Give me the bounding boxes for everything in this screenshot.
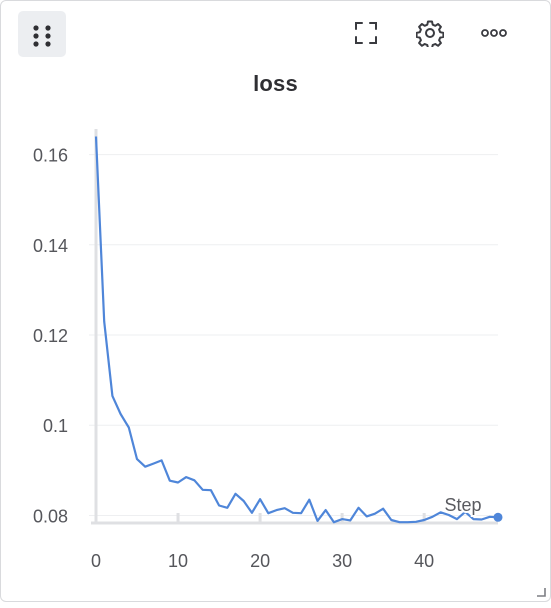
y-tick-label: 0.08 [33, 506, 68, 526]
grid-lines [89, 154, 498, 516]
x-tick-label: 40 [414, 551, 434, 571]
drag-handle[interactable] [18, 11, 66, 57]
more-options-icon [481, 29, 507, 37]
x-tick-label: 30 [332, 551, 352, 571]
gear-icon [416, 20, 444, 47]
loss-series-line [94, 136, 499, 524]
resize-handle-icon[interactable] [534, 585, 546, 597]
fullscreen-button[interactable] [349, 14, 383, 52]
x-tick-label: 10 [168, 551, 188, 571]
y-tick-label: 0.14 [33, 236, 68, 256]
settings-button[interactable] [413, 14, 447, 52]
y-tick-label: 0.16 [33, 146, 68, 166]
fullscreen-icon [355, 22, 377, 44]
series-layer [94, 136, 503, 524]
y-tick-label: 0.1 [43, 416, 68, 436]
last-point-marker [493, 512, 503, 522]
tick-labels: 0.08 0.1 0.12 0.14 0.16 0 10 20 30 40 [33, 146, 434, 571]
more-options-button[interactable] [477, 14, 511, 52]
x-tick-label: 0 [91, 551, 101, 571]
axes [91, 129, 498, 525]
x-tick-label: 20 [250, 551, 270, 571]
panel-title: loss [253, 71, 298, 96]
drag-handle-icon [33, 25, 51, 47]
y-tick-label: 0.12 [33, 326, 68, 346]
step-label: Step [444, 495, 481, 515]
